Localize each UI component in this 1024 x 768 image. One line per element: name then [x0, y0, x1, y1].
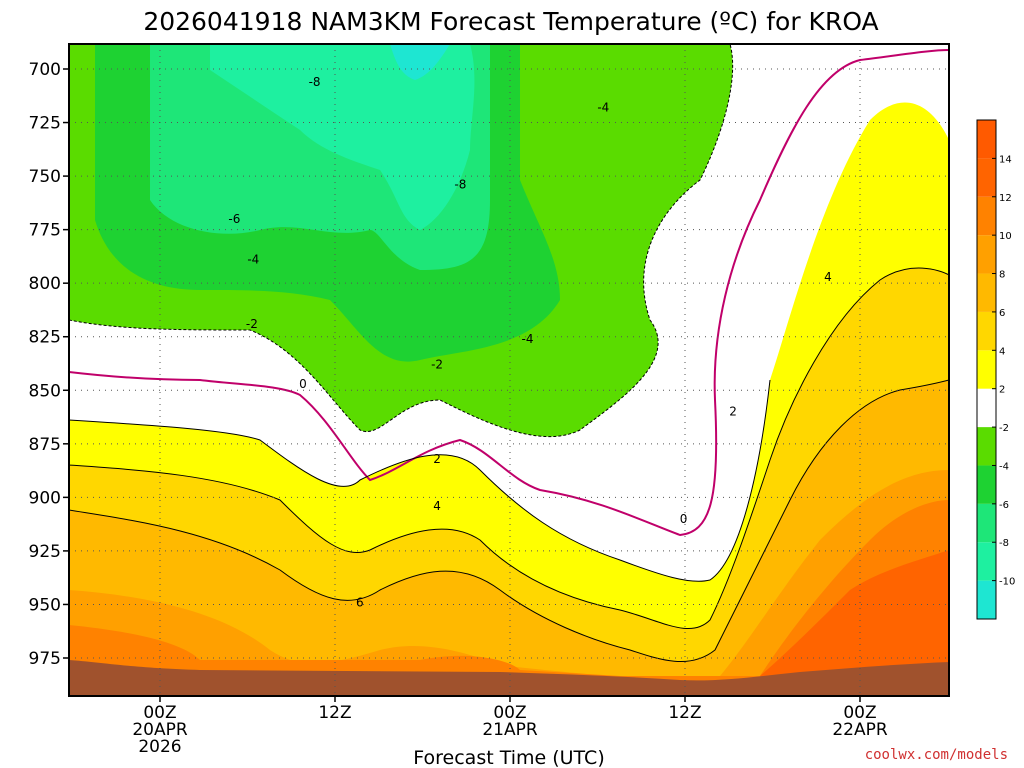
- terrain: [69, 660, 949, 696]
- plot-frame: [68, 43, 950, 697]
- colorbar-swatch: [977, 388, 996, 428]
- colorbar-swatch: [977, 273, 996, 312]
- x-tick-label: 20APR: [132, 720, 188, 740]
- y-tick-label: 850: [29, 381, 61, 401]
- credit-text: coolwx.com/models: [865, 747, 1008, 763]
- colorbar-label: -6: [999, 500, 1009, 511]
- colorbar-swatch: [977, 542, 996, 581]
- contour-label: -4: [247, 253, 259, 267]
- colorbar-swatch: [977, 580, 996, 619]
- contour-label: -4: [522, 332, 534, 346]
- y-tick-label: 800: [29, 274, 61, 294]
- contour-fills: [69, 44, 949, 696]
- x-tick-label: 2026: [138, 737, 181, 757]
- colorbar-swatch: [977, 196, 996, 236]
- y-tick-label: 925: [29, 542, 61, 562]
- fill-cold-minus10: [390, 44, 450, 80]
- colorbar-label: 14: [999, 154, 1012, 165]
- colorbar-label: 2: [999, 385, 1005, 396]
- y-tick-label: 750: [29, 167, 61, 187]
- fill-cold-minus8: [210, 44, 475, 230]
- y-tick-label: 875: [29, 435, 61, 455]
- colorbar: -10 -8 -6 -4 -2 2 4 6 8 10 12 14: [976, 119, 1015, 620]
- contour-label: -2: [246, 317, 258, 331]
- contour-label: 0: [299, 377, 307, 391]
- colorbar-swatch: [977, 120, 996, 159]
- contour-label: -8: [309, 75, 321, 89]
- fill-warm-12: [760, 550, 949, 696]
- colorbar-label: -4: [999, 461, 1009, 472]
- y-tick-label: 950: [29, 595, 61, 615]
- contour-labels: -8 -8 -6 -4 -4 -4 -2 -2 0 0 2 2 4 4 6: [228, 75, 831, 609]
- x-tick-label: 12Z: [318, 703, 351, 723]
- contour-label: 2: [433, 452, 441, 466]
- x-tick-label: 21APR: [482, 720, 538, 740]
- contour-label: -6: [228, 212, 240, 226]
- contour-label: 0: [680, 512, 688, 526]
- grid: [69, 44, 949, 696]
- colorbar-swatch: [977, 350, 996, 389]
- y-tick-label: 775: [29, 221, 61, 241]
- fill-warm-6: [69, 380, 949, 696]
- contour-2: [69, 379, 771, 582]
- y-tick-label: 900: [29, 488, 61, 508]
- x-axis-label: Forecast Time (UTC): [413, 747, 604, 768]
- colorbar-label: -10: [999, 577, 1015, 588]
- colorbar-swatch: [977, 503, 996, 543]
- contour-label: -2: [431, 358, 443, 372]
- colorbar-swatch: [977, 465, 996, 504]
- y-tick-label: 725: [29, 114, 61, 134]
- colorbar-label: 8: [999, 270, 1005, 281]
- contour-label: 4: [433, 499, 441, 513]
- colorbar-frame: [976, 119, 997, 620]
- contour-label: 6: [356, 595, 364, 609]
- y-axis: 700 725 750 775 800 825 850 875 900 925 950 975: [29, 60, 69, 669]
- contour-label: 4: [824, 270, 832, 284]
- colorbar-swatch: [977, 427, 996, 466]
- chart-title: 2026041918 NAM3KM Forecast Temperature (…: [143, 7, 878, 36]
- x-tick-label: 00Z: [843, 703, 876, 723]
- contour-label: -8: [454, 178, 466, 192]
- colorbar-label: 4: [999, 346, 1005, 357]
- x-tick-label: 12Z: [668, 703, 701, 723]
- y-tick-label: 825: [29, 328, 61, 348]
- colorbar-swatch: [977, 311, 996, 351]
- x-tick-label: 22APR: [832, 720, 888, 740]
- contour-zero: [69, 49, 949, 537]
- colorbar-label: 10: [999, 231, 1012, 242]
- contour-label: 2: [729, 405, 737, 419]
- colorbar-label: 6: [999, 308, 1005, 319]
- contour-label: -4: [597, 101, 609, 115]
- y-tick-label: 700: [29, 60, 61, 80]
- x-tick-label: 00Z: [143, 703, 176, 723]
- contour-4: [69, 267, 949, 629]
- colorbar-swatch: [977, 235, 996, 274]
- y-tick-label: 975: [29, 649, 61, 669]
- colorbar-label: 12: [999, 193, 1012, 204]
- colorbar-label: -2: [999, 423, 1009, 434]
- colorbar-label: -8: [999, 538, 1009, 549]
- colorbar-swatch: [977, 158, 996, 197]
- x-tick-label: 00Z: [493, 703, 526, 723]
- contour-6: [69, 379, 949, 663]
